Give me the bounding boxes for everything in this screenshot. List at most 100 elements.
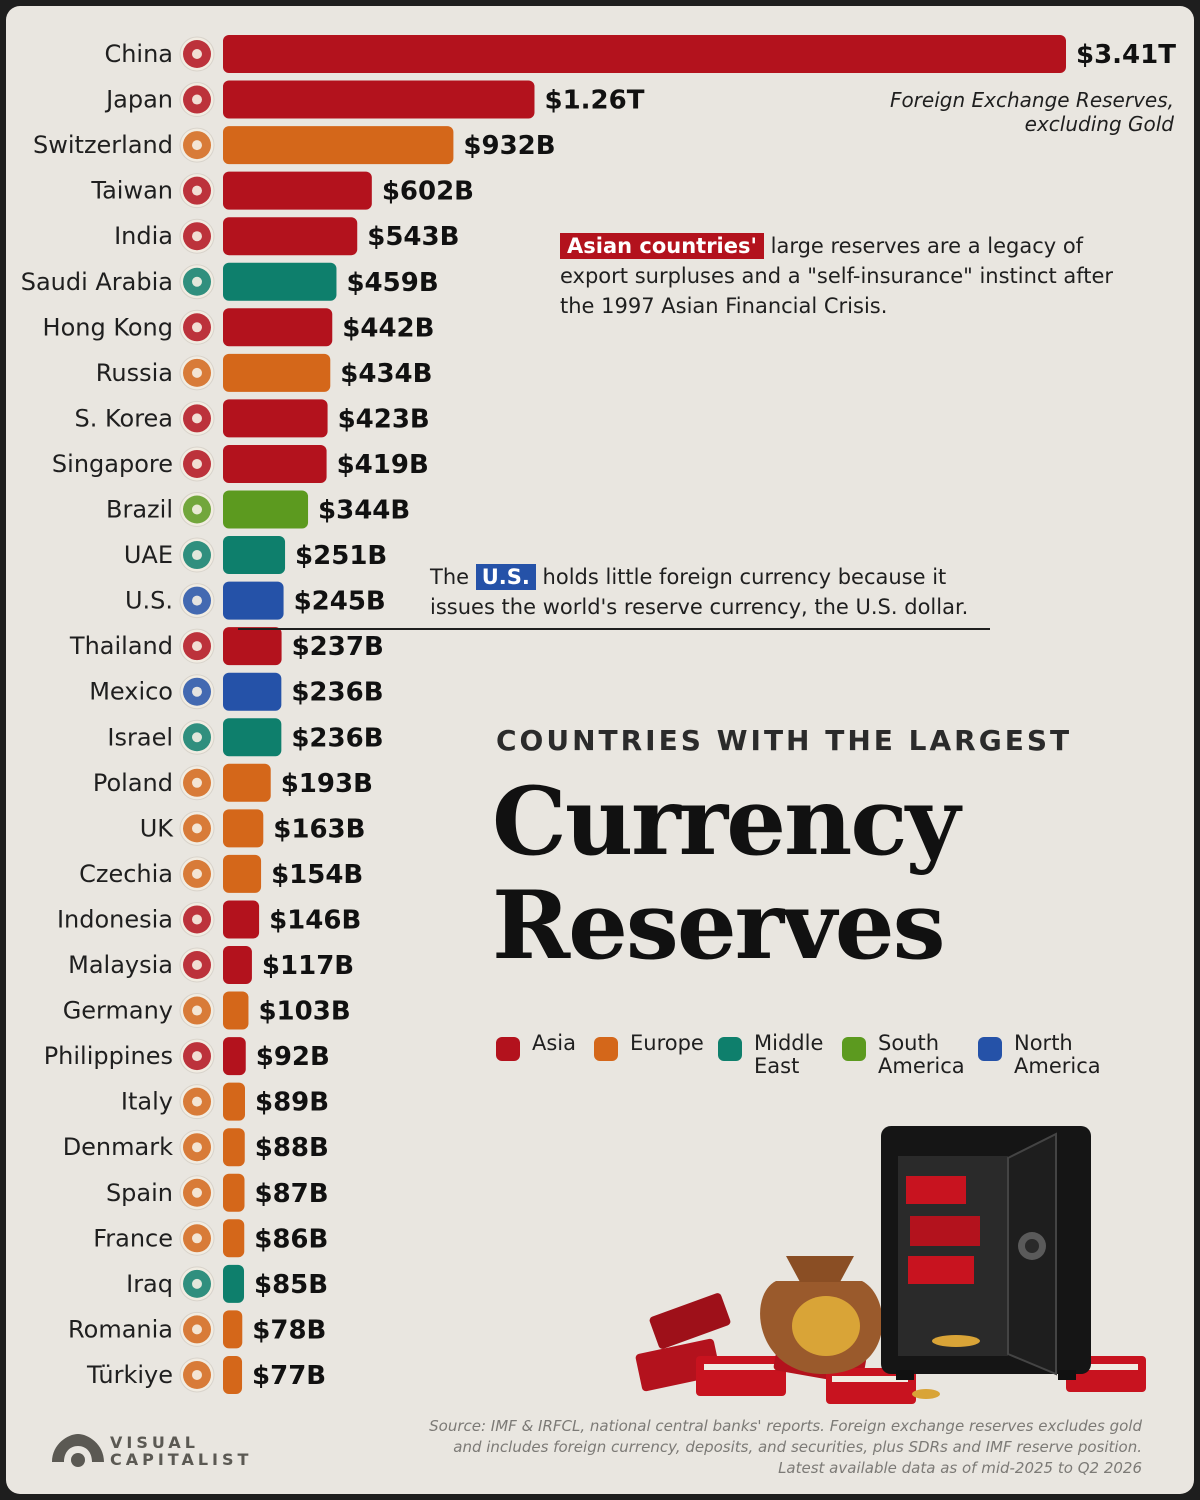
legend-swatch-south-america xyxy=(842,1037,866,1061)
country-label-philippines: Philippines xyxy=(44,1042,173,1070)
value-label-philippines: $92B xyxy=(256,1042,330,1072)
flag-uae-icon xyxy=(179,537,215,573)
bar-uae xyxy=(223,536,286,575)
country-label-spain: Spain xyxy=(106,1179,173,1207)
value-label-japan: $1.26T xyxy=(544,86,644,116)
bar-u-s xyxy=(223,581,284,620)
bar-russia xyxy=(223,353,331,392)
country-label-israel: Israel xyxy=(107,723,173,751)
flag-us-icon xyxy=(179,583,215,619)
flag-romania-icon xyxy=(179,1311,215,1347)
value-label-taiwan: $602B xyxy=(382,177,474,207)
country-label-hong-kong: Hong Kong xyxy=(43,313,173,341)
flag-denmark-icon xyxy=(179,1129,215,1165)
us-annotation-text: holds little foreign currency because it… xyxy=(430,565,969,619)
subtitle-line-1: Foreign Exchange Reserves, xyxy=(889,88,1174,112)
bar-uk xyxy=(223,809,264,848)
bar-poland xyxy=(223,763,271,802)
legend-label-europe: Europe xyxy=(630,1031,704,1055)
bar-t-rkiye xyxy=(223,1355,243,1394)
flag-turkiye-icon xyxy=(179,1357,215,1393)
bar-thailand xyxy=(223,627,282,666)
value-label-germany: $103B xyxy=(258,997,350,1027)
coin-icon xyxy=(912,1389,940,1399)
value-label-israel: $236B xyxy=(291,723,383,753)
bar-brazil xyxy=(223,490,309,529)
country-label-italy: Italy xyxy=(121,1088,173,1116)
flag-israel-icon xyxy=(179,719,215,755)
flag-malaysia-icon xyxy=(179,947,215,983)
country-label-taiwan: Taiwan xyxy=(90,177,173,205)
us-highlight: U.S. xyxy=(475,564,536,590)
asia-annotation-text: large reserves are a legacy of export su… xyxy=(560,234,1114,318)
value-label-italy: $89B xyxy=(255,1088,329,1118)
flag-india-icon xyxy=(179,218,215,254)
value-label-thailand: $237B xyxy=(292,632,384,662)
value-label-denmark: $88B xyxy=(255,1133,329,1163)
country-label-u-s: U.S. xyxy=(125,587,173,615)
flag-hong-kong-icon xyxy=(179,309,215,345)
value-label-czechia: $154B xyxy=(271,860,363,890)
source-line-2: and includes foreign currency, deposits,… xyxy=(453,1438,1142,1456)
value-label-malaysia: $117B xyxy=(262,951,354,981)
country-label-czechia: Czechia xyxy=(79,860,173,888)
country-label-poland: Poland xyxy=(93,769,173,797)
legend-swatch-middle-east xyxy=(718,1037,742,1061)
flag-taiwan-icon xyxy=(179,173,215,209)
value-label-russia: $434B xyxy=(340,359,432,389)
country-label-t-rkiye: Türkiye xyxy=(86,1361,173,1389)
legend-label-south-america: South America xyxy=(878,1031,965,1078)
value-label-spain: $87B xyxy=(255,1179,329,1209)
flag-poland-icon xyxy=(179,765,215,801)
value-label-indonesia: $146B xyxy=(269,905,361,935)
flag-south-korea-icon xyxy=(179,400,215,436)
chart-subtitle: Foreign Exchange Reserves, excluding Gol… xyxy=(890,88,1174,136)
country-label-malaysia: Malaysia xyxy=(68,951,173,979)
flag-singapore-icon xyxy=(179,446,215,482)
us-annotation-rule xyxy=(238,628,990,630)
country-label-saudi-arabia: Saudi Arabia xyxy=(21,268,173,296)
country-label-indonesia: Indonesia xyxy=(57,905,173,933)
bar-switzerland xyxy=(223,126,454,165)
legend-label-middle-east: Middle East xyxy=(754,1031,824,1078)
bar-italy xyxy=(223,1082,246,1121)
asia-annotation: Asian countries' large reserves are a le… xyxy=(560,231,1130,321)
country-label-china: China xyxy=(104,40,173,68)
value-label-s-korea: $423B xyxy=(338,404,430,434)
country-label-switzerland: Switzerland xyxy=(33,131,173,159)
value-label-singapore: $419B xyxy=(337,450,429,480)
title-kicker: COUNTRIES WITH THE LARGEST xyxy=(496,724,1073,757)
country-label-france: France xyxy=(93,1224,173,1252)
bar-romania xyxy=(223,1310,243,1349)
bar-chart: China $3.41T Japan $1.26T Switzerland $932B Ta… xyxy=(21,35,1176,1394)
flag-japan-icon xyxy=(179,82,215,118)
bar-denmark xyxy=(223,1128,245,1167)
value-label-saudi-arabia: $459B xyxy=(346,268,438,298)
bar-japan xyxy=(223,80,535,119)
title-line-1: Currency xyxy=(492,767,960,877)
logo-mark-icon xyxy=(52,1434,104,1467)
flag-philippines-icon xyxy=(179,1038,215,1074)
flag-uk-icon xyxy=(179,810,215,846)
title-line-2: Reserves xyxy=(492,871,946,981)
country-label-japan: Japan xyxy=(104,86,173,114)
bar-germany xyxy=(223,991,249,1030)
bar-mexico xyxy=(223,672,282,711)
country-label-denmark: Denmark xyxy=(63,1133,173,1161)
bar-france xyxy=(223,1219,245,1258)
flag-mexico-icon xyxy=(179,674,215,710)
value-label-china: $3.41T xyxy=(1076,40,1176,70)
bar-s-korea xyxy=(223,399,328,438)
flag-italy-icon xyxy=(179,1084,215,1120)
value-label-t-rkiye: $77B xyxy=(252,1361,326,1391)
flag-saudi-arabia-icon xyxy=(179,264,215,300)
bar-israel xyxy=(223,718,282,757)
page-title: Currency Reserves xyxy=(492,770,1182,978)
money-bag xyxy=(760,1256,883,1375)
asia-highlight: Asian countries' xyxy=(560,233,764,259)
value-label-hong-kong: $442B xyxy=(342,313,434,343)
legend-label-north-america: North America xyxy=(1014,1031,1101,1078)
value-label-u-s: $245B xyxy=(294,587,386,617)
source-note: Source: IMF & IRFCL, national central ba… xyxy=(429,1416,1142,1479)
country-label-romania: Romania xyxy=(68,1315,173,1343)
